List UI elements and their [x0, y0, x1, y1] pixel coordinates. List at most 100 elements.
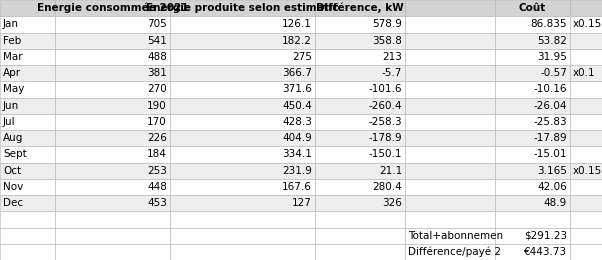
Bar	[315, 0, 405, 16]
Bar	[315, 98, 405, 114]
Bar	[0, 195, 55, 211]
Bar	[315, 114, 405, 130]
Text: €443.73: €443.73	[524, 247, 567, 257]
Text: Mar: Mar	[3, 52, 23, 62]
Text: 21.1: 21.1	[379, 166, 402, 176]
Text: -15.01: -15.01	[533, 150, 567, 159]
Bar	[315, 228, 405, 244]
Text: 280.4: 280.4	[372, 182, 402, 192]
Text: Jan: Jan	[3, 20, 19, 29]
Bar	[0, 32, 55, 49]
Text: -150.1: -150.1	[368, 150, 402, 159]
Bar	[0, 244, 55, 260]
Text: 366.7: 366.7	[282, 68, 312, 78]
Bar	[55, 146, 170, 162]
Bar	[170, 146, 315, 162]
Text: 270: 270	[147, 84, 167, 94]
Bar	[315, 146, 405, 162]
Text: -260.4: -260.4	[368, 101, 402, 110]
Bar	[405, 130, 495, 146]
Bar	[315, 244, 405, 260]
Text: -5.7: -5.7	[382, 68, 402, 78]
Text: -0.57: -0.57	[540, 68, 567, 78]
Bar	[570, 49, 602, 65]
Text: 488: 488	[147, 52, 167, 62]
Bar	[495, 228, 570, 244]
Bar	[170, 179, 315, 195]
Bar	[570, 81, 602, 98]
Text: 48.9: 48.9	[544, 198, 567, 208]
Text: -101.6: -101.6	[368, 84, 402, 94]
Bar	[495, 162, 570, 179]
Bar	[55, 49, 170, 65]
Bar	[0, 0, 55, 16]
Bar	[405, 146, 495, 162]
Text: 190: 190	[147, 101, 167, 110]
Text: Oct: Oct	[3, 166, 21, 176]
Bar	[315, 16, 405, 32]
Bar	[570, 130, 602, 146]
Text: 371.6: 371.6	[282, 84, 312, 94]
Bar	[315, 195, 405, 211]
Text: -17.89: -17.89	[533, 133, 567, 143]
Bar	[315, 179, 405, 195]
Text: Sept: Sept	[3, 150, 26, 159]
Bar	[0, 146, 55, 162]
Text: Dec: Dec	[3, 198, 23, 208]
Bar	[405, 49, 495, 65]
Bar	[570, 16, 602, 32]
Text: 182.2: 182.2	[282, 36, 312, 46]
Bar	[0, 81, 55, 98]
Bar	[405, 32, 495, 49]
Bar	[0, 228, 55, 244]
Text: Différence, kW: Différence, kW	[316, 3, 404, 13]
Bar	[405, 179, 495, 195]
Bar	[495, 98, 570, 114]
Bar	[570, 211, 602, 228]
Text: Feb: Feb	[3, 36, 21, 46]
Text: May: May	[3, 84, 24, 94]
Bar	[0, 130, 55, 146]
Bar	[570, 228, 602, 244]
Text: 126.1: 126.1	[282, 20, 312, 29]
Bar	[55, 0, 170, 16]
Bar	[405, 211, 495, 228]
Text: Energie produite selon estimatic: Energie produite selon estimatic	[146, 3, 339, 13]
Text: 31.95: 31.95	[537, 52, 567, 62]
Bar	[405, 162, 495, 179]
Bar	[570, 98, 602, 114]
Bar	[405, 65, 495, 81]
Text: x0.15: x0.15	[573, 166, 602, 176]
Text: 167.6: 167.6	[282, 182, 312, 192]
Bar	[0, 114, 55, 130]
Bar	[0, 98, 55, 114]
Bar	[170, 0, 315, 16]
Bar	[0, 65, 55, 81]
Text: 381: 381	[147, 68, 167, 78]
Text: Aug: Aug	[3, 133, 23, 143]
Bar	[170, 211, 315, 228]
Bar	[55, 179, 170, 195]
Bar	[170, 130, 315, 146]
Text: x0.15: x0.15	[573, 20, 602, 29]
Text: 326: 326	[382, 198, 402, 208]
Bar	[55, 114, 170, 130]
Bar	[495, 114, 570, 130]
Bar	[495, 211, 570, 228]
Text: 705: 705	[147, 20, 167, 29]
Text: Total+abonnemen: Total+abonnemen	[408, 231, 503, 240]
Text: 450.4: 450.4	[282, 101, 312, 110]
Bar	[405, 98, 495, 114]
Text: Coût: Coût	[519, 3, 546, 13]
Text: 358.8: 358.8	[372, 36, 402, 46]
Bar	[570, 114, 602, 130]
Text: 42.06: 42.06	[537, 182, 567, 192]
Text: -26.04: -26.04	[533, 101, 567, 110]
Bar	[570, 244, 602, 260]
Text: 127: 127	[292, 198, 312, 208]
Bar	[55, 16, 170, 32]
Text: 453: 453	[147, 198, 167, 208]
Bar	[55, 65, 170, 81]
Text: x0.1: x0.1	[573, 68, 595, 78]
Bar	[55, 98, 170, 114]
